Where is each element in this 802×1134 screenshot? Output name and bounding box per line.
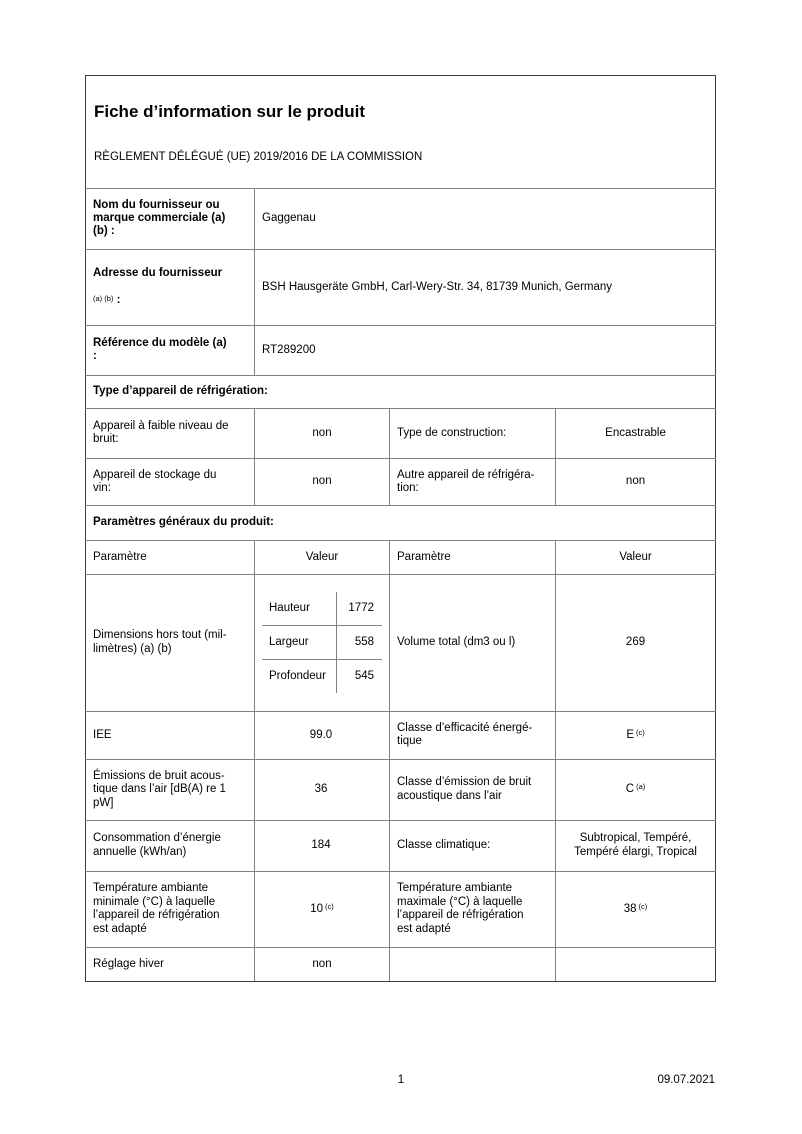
- param-label-stockage-vin: Appareil de stockage du vin:: [85, 457, 255, 506]
- dimension-name-profondeur: Profondeur: [262, 659, 337, 694]
- footnote-marks: (a) (b): [93, 294, 114, 304]
- param-value-temp-min: 10 (c): [254, 870, 390, 948]
- param-label-volume-total: Volume total (dm3 ou l): [389, 573, 556, 712]
- dimension-value-hauteur: 1772: [337, 592, 382, 627]
- model-reference-label: Référence du modèle (a) :: [85, 324, 255, 376]
- param-label-classe-efficacite: Classe d’efficacité énergé- tique: [389, 710, 556, 760]
- param-value-empty: [554, 946, 717, 982]
- param-value-emissions-bruit: 36: [254, 758, 390, 821]
- title-block: Fiche d’information sur le produit RÈGLE…: [84, 75, 717, 189]
- column-header-valeur-2: Valeur: [554, 539, 717, 575]
- param-value-autre-appareil: non: [554, 457, 717, 506]
- supplier-address-value: BSH Hausgeräte GmbH, Carl-Wery-Str. 34, …: [253, 248, 717, 326]
- footnote-mark: (c): [638, 901, 648, 911]
- param-value-consommation: 184: [254, 819, 390, 872]
- dimension-name-hauteur: Hauteur: [262, 592, 337, 627]
- supplier-name-label: Nom du fournisseur ou marque commerciale…: [85, 187, 255, 250]
- param-value-classe-efficacite: E (c): [554, 710, 717, 760]
- product-info-table: Fiche d’information sur le produit RÈGLE…: [84, 75, 717, 982]
- footnote-mark: (c): [325, 901, 334, 911]
- param-label-type-construction: Type de construction:: [389, 407, 556, 459]
- section-type-appareil: Type d’appareil de réfrigération:: [84, 374, 717, 409]
- param-label-emissions-bruit: Émissions de bruit acous- tique dans l’a…: [85, 758, 255, 821]
- param-label-classe-climatique: Classe climatique:: [389, 819, 556, 872]
- section-parametres-generaux: Paramètres généraux du produit:: [84, 504, 717, 541]
- param-value-stockage-vin: non: [254, 457, 390, 506]
- column-header-valeur-1: Valeur: [254, 539, 390, 575]
- param-value-type-construction: Encastrable: [554, 407, 717, 459]
- param-label-autre-appareil: Autre appareil de réfrigéra- tion:: [389, 457, 556, 506]
- param-label-reglage-hiver: Réglage hiver: [85, 946, 255, 982]
- page-title: Fiche d’information sur le produit: [94, 102, 366, 122]
- footnote-mark: (a): [636, 782, 646, 792]
- column-header-parametre-1: Paramètre: [85, 539, 255, 575]
- footer-page-number: 1: [397, 1074, 405, 1086]
- dimension-value-largeur: 558: [337, 626, 382, 660]
- dimensions-subtable: Hauteur 1772 Largeur 558 Profondeur 545: [254, 573, 390, 712]
- param-label-temp-max: Température ambiante maximale (°C) à laq…: [389, 870, 556, 948]
- param-value-volume-total: 269: [554, 573, 717, 712]
- regulation-subtitle: RÈGLEMENT DÉLÉGUÉ (UE) 2019/2016 DE LA C…: [94, 150, 423, 163]
- dimension-value-profondeur: 545: [354, 669, 374, 682]
- label-colon: :: [113, 294, 121, 307]
- param-value-faible-bruit: non: [254, 407, 390, 459]
- column-header-parametre-2: Paramètre: [389, 539, 556, 575]
- dimension-name-largeur: Largeur: [262, 626, 337, 660]
- param-label-consommation: Consommation d’énergie annuelle (kWh/an): [85, 819, 255, 872]
- param-value-temp-max: 38 (c): [554, 870, 717, 948]
- model-reference-value: RT289200: [253, 324, 717, 376]
- param-value-iee: 99.0: [254, 710, 390, 760]
- param-label-classe-bruit: Classe d’émission de bruit acoustique da…: [389, 758, 556, 821]
- param-label-dimensions: Dimensions hors tout (mil- limètres) (a)…: [85, 573, 255, 712]
- supplier-name-value: Gaggenau: [253, 187, 717, 250]
- supplier-address-label: Adresse du fournisseur (a) (b) :: [85, 248, 255, 326]
- param-value-classe-climatique: Subtropical, Tempéré, Tempéré élargi, Tr…: [554, 819, 717, 872]
- param-label-faible-bruit: Appareil à faible niveau de bruit:: [85, 407, 255, 459]
- param-value-classe-bruit: C (a): [554, 758, 717, 821]
- param-label-iee: IEE: [85, 710, 255, 760]
- param-value-reglage-hiver: non: [254, 946, 390, 982]
- footnote-mark: (c): [635, 727, 645, 737]
- footer-date: 09.07.2021: [657, 1074, 715, 1086]
- param-label-temp-min: Température ambiante minimale (°C) à laq…: [85, 870, 255, 948]
- param-label-empty: [389, 946, 556, 982]
- supplier-address-footnotes: (a) (b) :: [93, 294, 247, 307]
- supplier-address-label-text: Adresse du fournisseur: [93, 267, 223, 280]
